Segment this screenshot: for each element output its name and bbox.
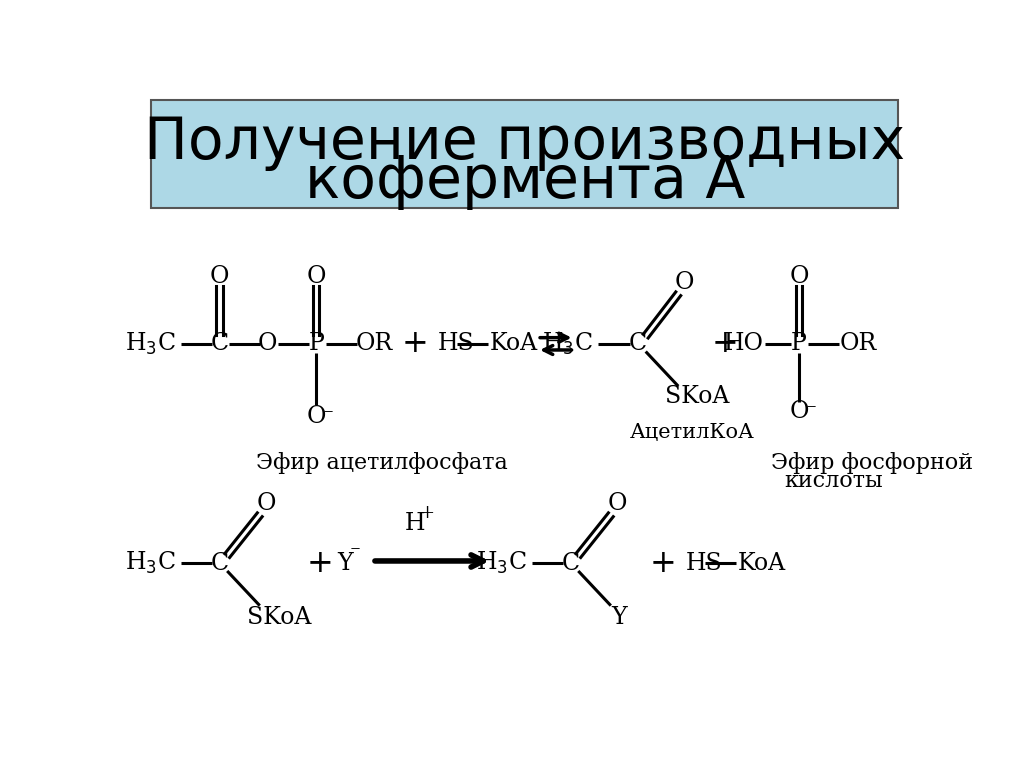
Text: OR: OR bbox=[355, 332, 393, 355]
Text: C: C bbox=[210, 551, 228, 574]
Text: O: O bbox=[790, 265, 809, 288]
Text: ⁻: ⁻ bbox=[805, 402, 816, 421]
Text: KoA: KoA bbox=[489, 332, 538, 355]
Text: +: + bbox=[649, 548, 676, 579]
Text: O: O bbox=[306, 405, 326, 428]
Text: +: + bbox=[419, 504, 434, 522]
Text: O: O bbox=[210, 265, 229, 288]
Text: O: O bbox=[790, 400, 809, 423]
Text: H$_3$C: H$_3$C bbox=[476, 550, 527, 576]
Text: OR: OR bbox=[840, 332, 877, 355]
Text: Эфир фосфорной: Эфир фосфорной bbox=[771, 453, 973, 474]
Text: O: O bbox=[256, 492, 275, 515]
Text: H$_3$C: H$_3$C bbox=[125, 550, 176, 576]
Text: ⁻: ⁻ bbox=[349, 545, 360, 564]
Text: кофермента А: кофермента А bbox=[305, 153, 744, 210]
Text: HS: HS bbox=[686, 551, 723, 574]
Text: O: O bbox=[306, 265, 326, 288]
Text: SKoA: SKoA bbox=[666, 385, 730, 408]
Text: Эфир ацетилфосфата: Эфир ацетилфосфата bbox=[256, 453, 508, 474]
Text: H$_3$C: H$_3$C bbox=[125, 331, 176, 357]
Text: P: P bbox=[792, 332, 807, 355]
Text: +: + bbox=[712, 328, 738, 359]
Text: HO: HO bbox=[724, 332, 764, 355]
Text: Получение производных: Получение производных bbox=[144, 114, 905, 170]
Text: C: C bbox=[561, 551, 580, 574]
Text: HS: HS bbox=[438, 332, 475, 355]
Text: O: O bbox=[258, 332, 278, 355]
Text: SKoA: SKoA bbox=[247, 606, 311, 629]
Text: ⁻: ⁻ bbox=[323, 407, 334, 426]
Text: Y: Y bbox=[337, 551, 353, 574]
Text: H: H bbox=[404, 512, 425, 535]
Text: +: + bbox=[401, 328, 428, 359]
Text: P: P bbox=[308, 332, 325, 355]
Bar bbox=[152, 100, 898, 208]
Text: KoA: KoA bbox=[738, 551, 786, 574]
Text: C: C bbox=[210, 332, 228, 355]
Text: O: O bbox=[675, 271, 694, 294]
Text: C: C bbox=[629, 332, 647, 355]
Text: O: O bbox=[607, 492, 627, 515]
Text: кислоты: кислоты bbox=[784, 470, 883, 492]
Text: АцетилКоА: АцетилКоА bbox=[630, 423, 755, 442]
Text: +: + bbox=[307, 548, 334, 579]
Text: Y: Y bbox=[610, 606, 627, 629]
Text: H$_3$C: H$_3$C bbox=[543, 331, 593, 357]
